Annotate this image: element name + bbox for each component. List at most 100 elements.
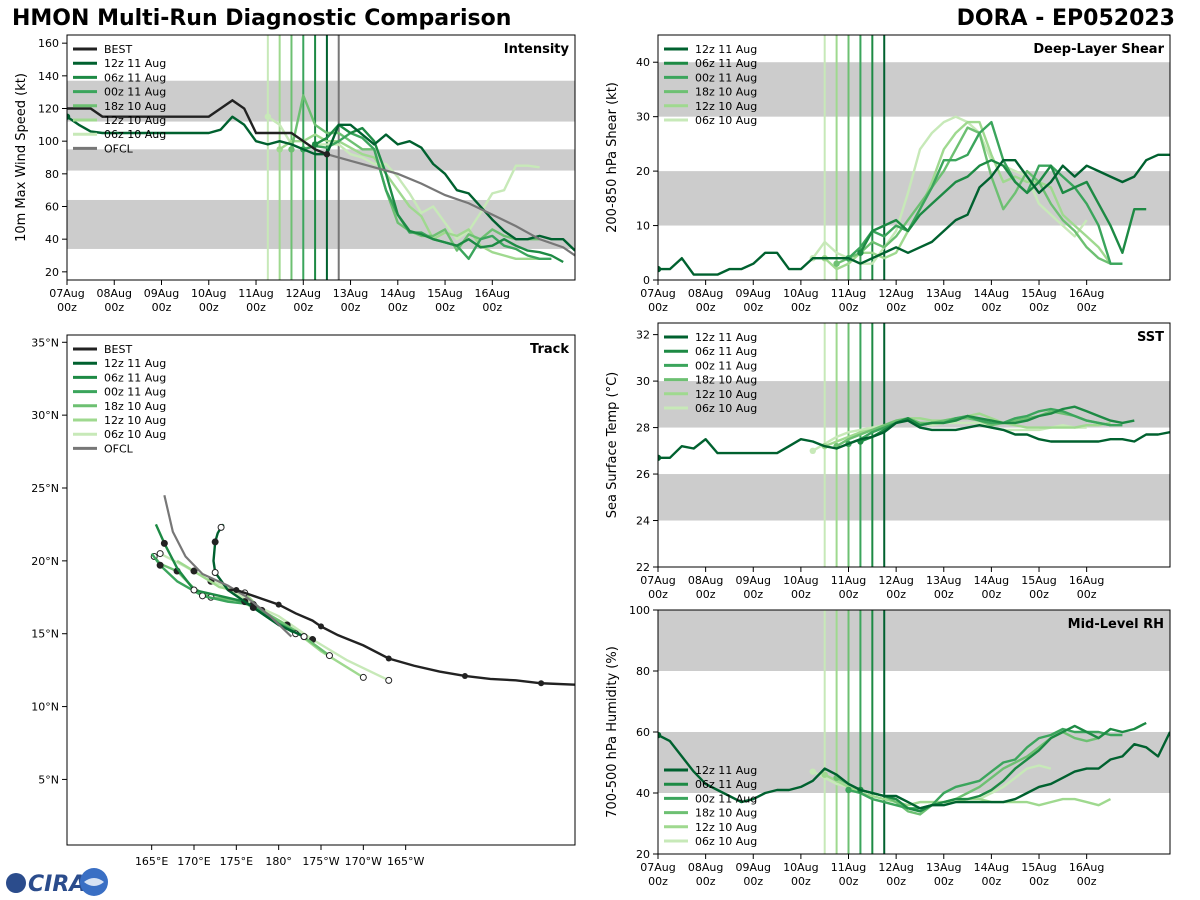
rh-legend-label: 12z 11 Aug xyxy=(695,764,757,777)
intensity-xtick-label: 00z xyxy=(435,301,455,314)
intensity-legend-label: 12z 11 Aug xyxy=(104,57,166,70)
rh-xtick-label: 00z xyxy=(839,875,859,888)
shear-xtick-label: 09Aug xyxy=(736,287,771,300)
shear-series-start-marker xyxy=(857,249,864,256)
shear-ylabel: 200-850 hPa Shear (kt) xyxy=(605,82,620,233)
shear-xtick-label: 00z xyxy=(886,301,906,314)
intensity-ytick-label: 80 xyxy=(45,168,59,181)
rh-panel-title: Mid-Level RH xyxy=(1068,617,1164,632)
sst-xtick-label: 09Aug xyxy=(736,574,771,587)
track-best-marker xyxy=(275,601,282,608)
shear-xtick-label: 16Aug xyxy=(1069,287,1104,300)
track-position-marker xyxy=(211,538,219,546)
shear-xtick-label: 00z xyxy=(1077,301,1097,314)
shear-xtick-label: 00z xyxy=(696,301,716,314)
shear-series-start-marker xyxy=(658,265,662,273)
rh-ytick-label: 60 xyxy=(636,726,650,739)
shear-xtick-label: 13Aug xyxy=(926,287,961,300)
intensity-xtick-label: 00z xyxy=(293,301,313,314)
shear-ytick-label: 30 xyxy=(636,111,650,124)
sst-xtick-label: 16Aug xyxy=(1069,574,1104,587)
rh-xtick-label: 15Aug xyxy=(1021,861,1056,874)
intensity-legend-label: 06z 11 Aug xyxy=(104,71,166,84)
rh-xtick-label: 09Aug xyxy=(736,861,771,874)
track-position-marker xyxy=(385,676,393,684)
rh-series-start-marker xyxy=(809,768,816,775)
sst-xtick-label: 10Aug xyxy=(783,574,818,587)
intensity-xtick-label: 16Aug xyxy=(475,287,510,300)
track-legend-label: 00z 11 Aug xyxy=(104,386,166,399)
sst-series-start-marker xyxy=(658,454,662,461)
rh-series-start-marker xyxy=(845,786,852,794)
intensity-plot-area xyxy=(67,35,575,280)
track-ytick-label: 35°N xyxy=(31,336,59,349)
intensity-ytick-label: 20 xyxy=(45,266,59,279)
rh-plot-area xyxy=(658,610,1170,854)
shear-band-0 xyxy=(658,62,1170,117)
shear-xtick-label: 00z xyxy=(934,301,954,314)
intensity-ofcl-line xyxy=(326,153,575,257)
rh-xtick-label: 10Aug xyxy=(783,861,818,874)
sst-legend-label: 12z 11 Aug xyxy=(695,331,757,344)
intensity-series-start-marker xyxy=(264,113,272,120)
shear-xtick-label: 00z xyxy=(982,301,1002,314)
intensity-xtick-label: 00z xyxy=(341,301,361,314)
intensity-ylabel: 10m Max Wind Speed (kt) xyxy=(14,73,29,242)
track-position-marker xyxy=(325,652,333,660)
track-position-marker xyxy=(249,603,257,611)
shear-xtick-label: 14Aug xyxy=(974,287,1009,300)
sst-ytick-label: 22 xyxy=(636,561,650,574)
sst-xtick-label: 07Aug xyxy=(640,574,675,587)
rh-xtick-label: 00z xyxy=(886,875,906,888)
track-xtick-label: 180° xyxy=(265,855,292,868)
sst-xtick-label: 00z xyxy=(1077,588,1097,601)
intensity-band-1 xyxy=(67,149,575,171)
track-ytick-label: 5°N xyxy=(38,773,59,786)
sst-xtick-label: 15Aug xyxy=(1021,574,1056,587)
track-ytick-label: 30°N xyxy=(31,409,59,422)
intensity-legend-label: BEST xyxy=(104,43,132,56)
rh-band-0 xyxy=(658,610,1170,671)
shear-series-12z-10-aug xyxy=(823,120,1112,271)
track-xtick-label: 170°E xyxy=(177,855,210,868)
track-position-marker xyxy=(211,569,219,577)
track-best-marker xyxy=(385,655,392,662)
intensity-ytick-label: 60 xyxy=(45,201,59,214)
logo-text: CIRA xyxy=(28,872,86,897)
sst-legend-label: 06z 10 Aug xyxy=(695,402,757,415)
intensity-xtick-label: 15Aug xyxy=(427,287,462,300)
cira-logo: CIRA xyxy=(6,868,108,897)
storm-title: DORA - EP052023 xyxy=(956,6,1175,31)
intensity-xtick-label: 10Aug xyxy=(191,287,226,300)
sst-ytick-label: 24 xyxy=(636,515,650,528)
sst-series-06z-11-aug xyxy=(859,405,1135,443)
track-ytick-label: 10°N xyxy=(31,701,59,714)
sst-xtick-label: 14Aug xyxy=(974,574,1009,587)
rh-xtick-label: 16Aug xyxy=(1069,861,1104,874)
shear-ytick-label: 0 xyxy=(643,274,650,287)
sst-xtick-label: 00z xyxy=(696,588,716,601)
rh-xtick-label: 00z xyxy=(934,875,954,888)
shear-xtick-label: 00z xyxy=(1029,301,1049,314)
intensity-xtick-label: 07Aug xyxy=(49,287,84,300)
main-title: HMON Multi-Run Diagnostic Comparison xyxy=(12,6,512,31)
logo-wave-shape xyxy=(84,878,104,886)
rh-xtick-label: 11Aug xyxy=(831,861,866,874)
track-ofcl-line xyxy=(163,495,293,638)
intensity-series-start-marker xyxy=(311,141,319,148)
track-position-marker xyxy=(156,561,164,569)
sst-legend-label: 06z 11 Aug xyxy=(695,345,757,358)
intensity-ytick-label: 140 xyxy=(38,70,59,83)
intensity-xtick-label: 00z xyxy=(199,301,219,314)
sst-series-start-marker xyxy=(809,447,816,455)
shear-xtick-label: 07Aug xyxy=(640,287,675,300)
shear-xtick-label: 00z xyxy=(743,301,763,314)
sst-ytick-label: 30 xyxy=(636,375,650,388)
intensity-xtick-label: 08Aug xyxy=(97,287,132,300)
sst-xtick-label: 00z xyxy=(743,588,763,601)
sst-xtick-label: 00z xyxy=(791,588,811,601)
shear-ytick-label: 20 xyxy=(636,165,650,178)
sst-xtick-label: 00z xyxy=(839,588,859,601)
